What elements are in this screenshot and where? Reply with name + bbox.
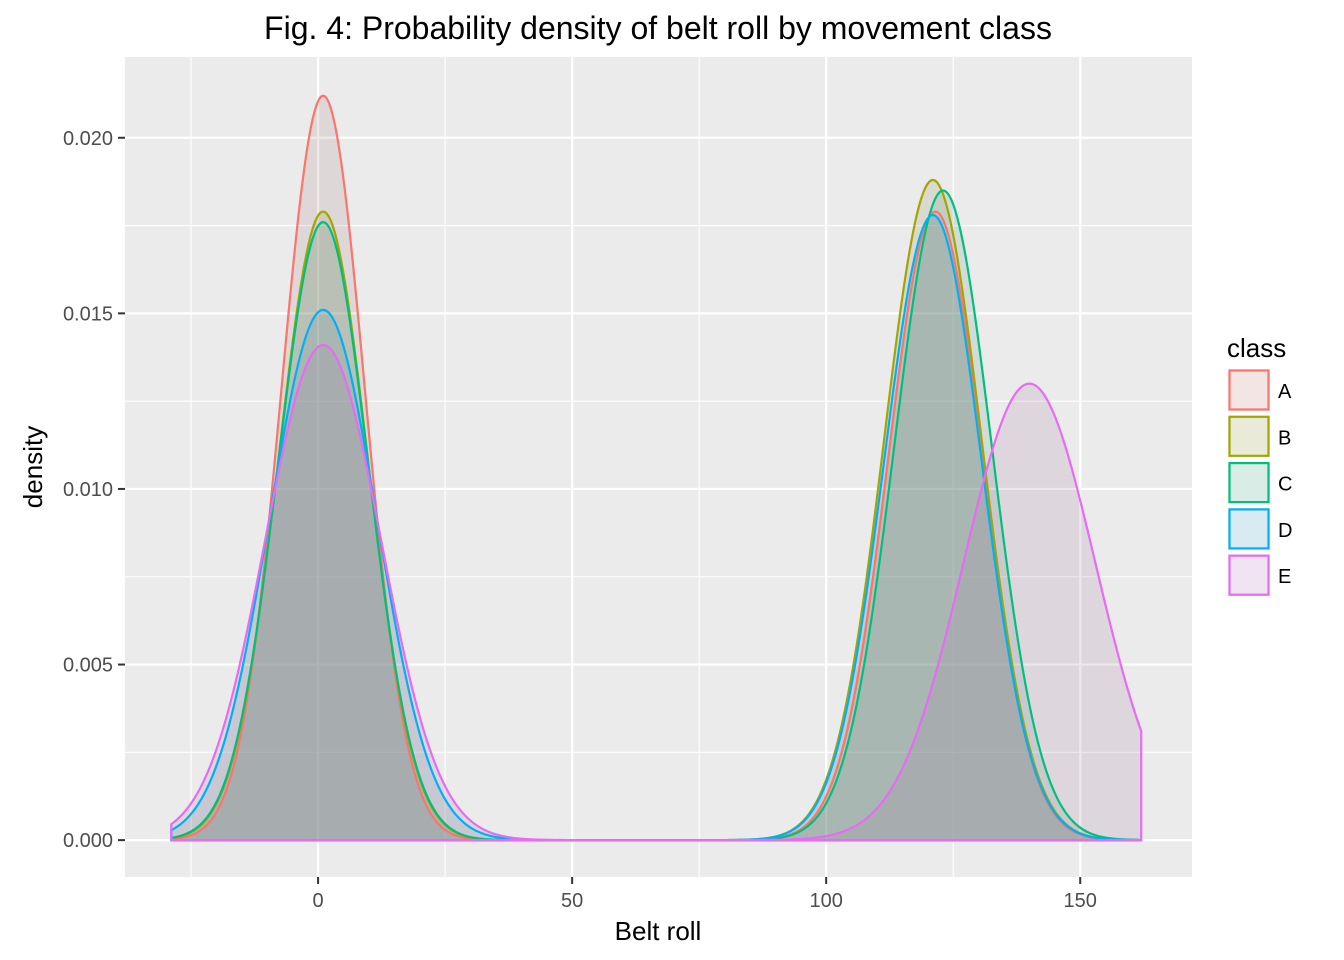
grid-major — [125, 57, 1192, 877]
x-axis: 0 50 100 150 — [313, 877, 1097, 912]
legend-key-bg-B — [1228, 415, 1270, 458]
x-axis-title: Belt roll — [615, 916, 702, 946]
density-lines — [170, 94, 1143, 842]
legend-key-bg-E — [1228, 554, 1270, 597]
legend-label-E: E — [1278, 566, 1291, 588]
density-tint-E — [171, 344, 1142, 841]
y-axis-title: density — [18, 426, 48, 508]
legend-key-E — [1228, 554, 1270, 596]
chart-title: Fig. 4: Probability density of belt roll… — [264, 10, 1052, 46]
legend-label-C: C — [1278, 474, 1292, 496]
x-tick-label: 150 — [1064, 890, 1097, 912]
legend-label-A: A — [1278, 381, 1292, 403]
legend-label-B: B — [1278, 427, 1291, 449]
legend: class A B C D E — [1227, 333, 1292, 597]
density-line-E — [170, 343, 1143, 842]
legend-label-D: D — [1278, 520, 1292, 542]
legend-key-bg-C — [1228, 461, 1270, 504]
y-tick-label: 0.015 — [63, 303, 113, 325]
y-tick-label: 0.020 — [63, 128, 113, 150]
x-tick-label: 50 — [561, 890, 583, 912]
legend-title: class — [1227, 333, 1286, 363]
legend-key-A — [1228, 369, 1270, 411]
density-tint-C — [171, 190, 1142, 841]
legend-items: A B C D E — [1228, 369, 1292, 597]
plot-panel — [125, 57, 1192, 877]
legend-key-bg-D — [1228, 507, 1270, 550]
density-area-A — [171, 95, 1142, 841]
density-tint-A — [171, 95, 1142, 841]
grid-minor — [125, 57, 1192, 877]
x-tick-label: 100 — [809, 890, 842, 912]
y-tick-label: 0.000 — [63, 830, 113, 852]
density-area-E — [171, 344, 1142, 841]
legend-key-bg-A — [1228, 369, 1270, 411]
legend-key-B — [1228, 415, 1270, 457]
x-tick-label: 0 — [313, 890, 324, 912]
legend-key-C — [1228, 462, 1270, 504]
y-tick-label: 0.010 — [63, 479, 113, 501]
y-tick-label: 0.005 — [63, 655, 113, 677]
y-axis: 0.000 0.005 0.010 0.015 0.020 — [63, 128, 125, 852]
legend-key-D — [1228, 508, 1270, 550]
density-area-C — [171, 190, 1142, 841]
